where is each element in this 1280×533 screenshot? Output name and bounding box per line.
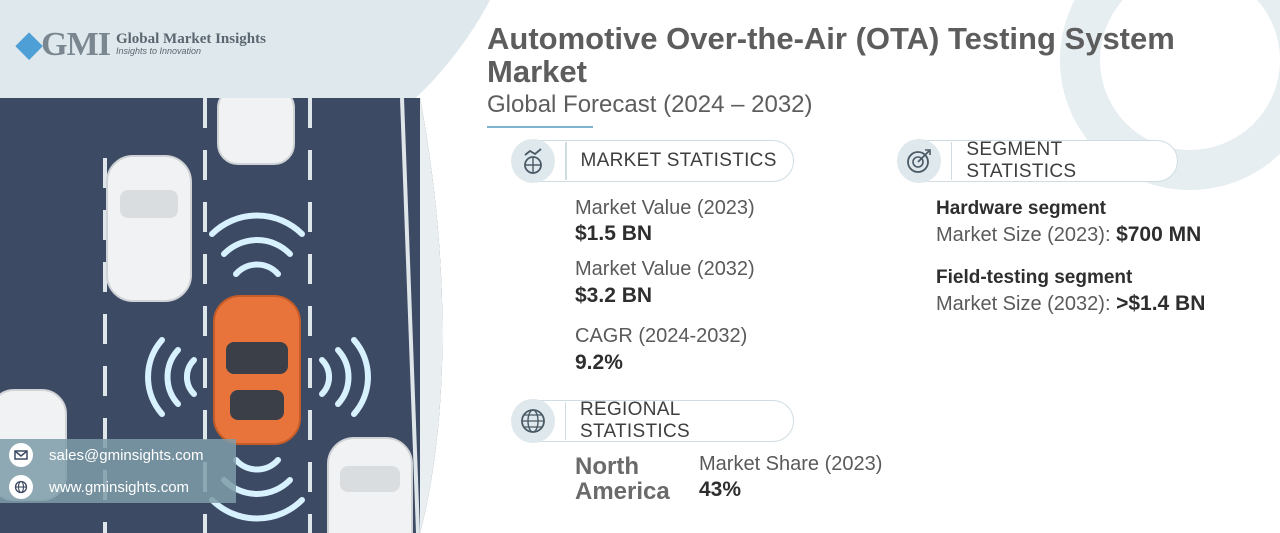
chart-globe-icon <box>511 139 555 183</box>
brand-name: Global Market Insights <box>115 30 266 47</box>
globe-small-icon <box>9 475 33 499</box>
segment-statistics-title: SEGMENT STATISTICS <box>966 139 1077 182</box>
field-testing-segment-label: Market Size (2032): <box>936 293 1111 315</box>
field-testing-segment-value: >$1.4 BN <box>1116 292 1206 315</box>
market-value-2032: $3.2 BN <box>575 284 653 307</box>
market-value-2023: $1.5 BN <box>575 222 653 245</box>
contact-email[interactable]: sales@gminsights.com <box>0 439 236 471</box>
market-value-2032-label: Market Value (2032) <box>575 258 755 280</box>
contact-website[interactable]: www.gminsights.com <box>0 471 236 503</box>
market-value-2023-label: Market Value (2023) <box>575 197 755 219</box>
hardware-segment-row: Market Size (2023): $700 MN <box>936 223 1201 247</box>
hardware-segment-value: $700 MN <box>1116 223 1202 246</box>
hardware-segment-label: Market Size (2023): <box>936 224 1111 246</box>
regional-statistics-heading: REGIONAL STATISTICS <box>511 399 794 443</box>
gmi-logo: ◆GMI Global Market Insights Insights to … <box>16 24 266 64</box>
cagr-value: 9.2% <box>575 351 623 374</box>
brand-tagline: Insights to Innovation <box>115 46 201 57</box>
cagr-label: CAGR (2024-2032) <box>575 325 748 347</box>
logo-mark: ◆GMI <box>16 26 111 63</box>
hardware-segment-title: Hardware segment <box>936 198 1107 219</box>
market-statistics-title: MARKET STATISTICS <box>580 150 777 171</box>
page-subtitle: Global Forecast (2024 – 2032) <box>487 91 813 118</box>
market-share-label: Market Share (2023) <box>699 453 883 475</box>
title-divider <box>487 126 593 128</box>
market-statistics-heading: MARKET STATISTICS <box>511 139 794 183</box>
market-share-value: 43% <box>699 478 742 501</box>
segment-statistics-heading: SEGMENT STATISTICS <box>897 139 1178 183</box>
region-name: North America <box>575 453 670 505</box>
website-text: www.gminsights.com <box>49 478 190 496</box>
regional-statistics-title: REGIONAL STATISTICS <box>579 399 690 442</box>
email-text: sales@gminsights.com <box>49 446 204 464</box>
field-testing-segment-row: Market Size (2032): >$1.4 BN <box>936 292 1205 316</box>
globe-icon <box>511 399 555 443</box>
field-testing-segment-title: Field-testing segment <box>936 267 1133 288</box>
target-chart-icon <box>897 139 941 183</box>
envelope-icon <box>9 443 33 467</box>
page-title: Automotive Over-the-Air (OTA) Testing Sy… <box>487 21 1175 89</box>
